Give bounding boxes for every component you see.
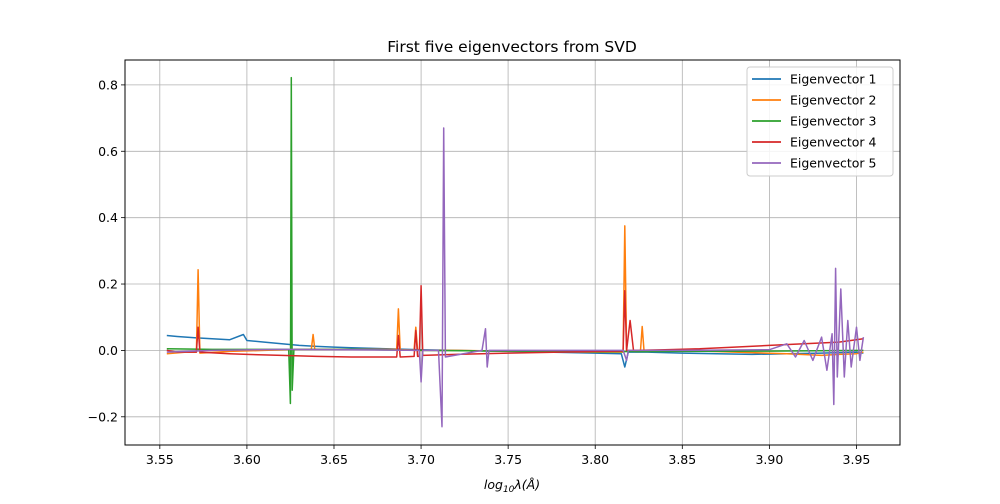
legend-box <box>746 66 894 177</box>
y-tick-label: 0.4 <box>98 210 118 225</box>
x-axis-label-end: ) <box>534 477 540 492</box>
x-tick-label: 3.85 <box>668 452 696 467</box>
legend-label-eigenvector-1: Eigenvector 1 <box>790 72 877 87</box>
x-tick-label: 3.65 <box>320 452 348 467</box>
x-axis-label-unit: Å <box>526 477 536 492</box>
x-tick-label: 3.55 <box>146 452 174 467</box>
x-axis-label-symbol: λ( <box>513 477 527 492</box>
legend-label-eigenvector-2: Eigenvector 2 <box>790 93 877 108</box>
x-axis-label-subscript: 10 <box>503 485 515 495</box>
y-tick-label: −0.2 <box>88 409 118 424</box>
y-tick-label: 0.8 <box>98 77 118 92</box>
series-line-eigenvector-5 <box>166 127 865 428</box>
legend: Eigenvector 1 Eigenvector 2 Eigenvector 3 E… <box>746 66 894 177</box>
series-line-eigenvector-4 <box>166 284 864 358</box>
x-tick-label: 3.95 <box>843 452 871 467</box>
x-tick-label: 3.60 <box>233 452 261 467</box>
x-tick-label: 3.70 <box>407 452 435 467</box>
legend-entries: Eigenvector 1 Eigenvector 2 Eigenvector 3 E… <box>752 72 877 171</box>
tick-layer: 3.55 3.60 3.65 3.70 3.75 3.80 3.85 3.90 3.95 −0.2… <box>88 77 871 467</box>
x-axis-label: log10λ(Å) <box>484 477 540 495</box>
y-tick-label: 0.2 <box>98 277 118 292</box>
chart-title: First five eigenvectors from SVD <box>387 38 637 56</box>
legend-label-eigenvector-3: Eigenvector 3 <box>790 114 877 129</box>
plot-frame <box>124 59 901 446</box>
legend-label-eigenvector-5: Eigenvector 5 <box>790 156 877 171</box>
series-line-eigenvector-2 <box>166 225 864 357</box>
y-tick-label: 0.0 <box>98 343 118 358</box>
series-layer <box>166 76 865 428</box>
x-tick-label: 3.90 <box>755 452 783 467</box>
x-tick-label: 3.80 <box>581 452 609 467</box>
x-axis-label-base: log <box>484 477 503 492</box>
legend-label-eigenvector-4: Eigenvector 4 <box>790 135 877 150</box>
x-tick-label: 3.75 <box>494 452 522 467</box>
y-tick-label: 0.6 <box>98 144 118 159</box>
